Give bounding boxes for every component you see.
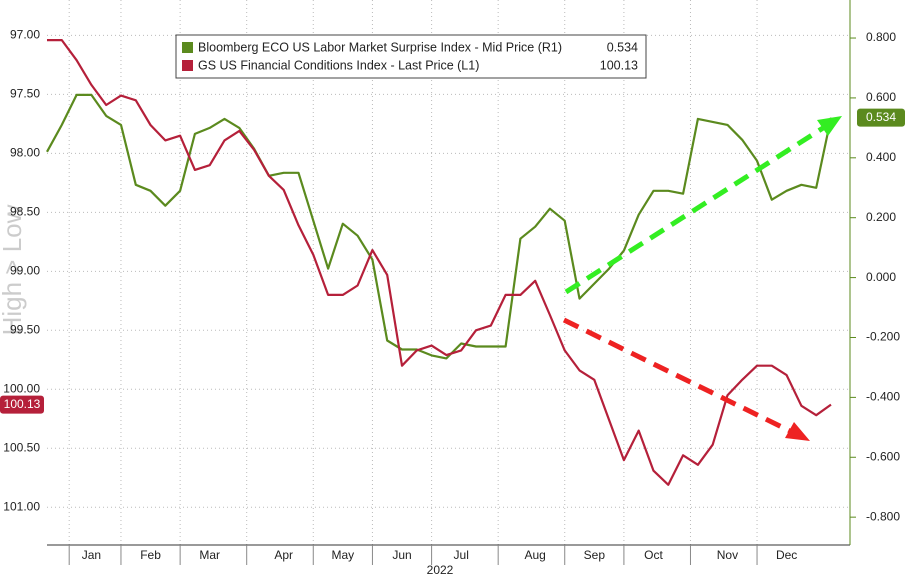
- y2-tick-label: 0.400: [866, 150, 896, 164]
- y-tick-label: 98.00: [10, 146, 40, 160]
- y-tick-label: 97.50: [10, 87, 40, 101]
- y2-tick-label: -0.200: [866, 330, 900, 344]
- y2-tick-label: 0.600: [866, 90, 896, 104]
- red-arrow: [562, 317, 792, 434]
- x-tick-label: Nov: [717, 548, 738, 562]
- y-tick-label: 100.00: [3, 381, 40, 395]
- red-arrowhead: [785, 422, 810, 441]
- y-tick-label: 99.00: [10, 263, 40, 277]
- y-tick-label: 98.50: [10, 205, 40, 219]
- x-tick-label: Jul: [454, 548, 469, 562]
- legend: Bloomberg ECO US Labor Market Surprise I…: [175, 34, 647, 79]
- trend-arrows: [562, 116, 842, 441]
- grid: [47, 0, 850, 545]
- y2-tick-label: 0.800: [866, 30, 896, 44]
- last-value-badge: [857, 108, 905, 127]
- x-tick-label: Feb: [140, 548, 161, 562]
- y2-tick-label: -0.600: [866, 449, 900, 463]
- x-tick-label: Mar: [199, 548, 220, 562]
- x-axis-label: 2022: [427, 563, 454, 577]
- lines: [46, 39, 833, 486]
- x-tick-label: Apr: [274, 548, 293, 562]
- y-tick-label: 99.50: [10, 322, 40, 336]
- y2-tick-label: 0.000: [866, 270, 896, 284]
- legend-box: [175, 34, 647, 79]
- x-tick-label: Aug: [524, 548, 545, 562]
- last-value-label: 0.534: [866, 110, 896, 124]
- x-tick-label: Sep: [584, 548, 606, 562]
- x-tick-label: Oct: [644, 548, 663, 562]
- legend-value: 0.534: [607, 40, 638, 54]
- series-line: [46, 93, 833, 360]
- x-tick-label: Jan: [82, 548, 101, 562]
- x-tick-label: Jun: [392, 548, 411, 562]
- last-value-label: 100.13: [4, 397, 41, 411]
- y-tick-label: 101.00: [3, 499, 40, 513]
- last-value-badge: [0, 395, 44, 414]
- y2-tick-label: -0.400: [866, 390, 900, 404]
- y2-tick-label: -0.800: [866, 509, 900, 523]
- legend-swatch: [182, 42, 193, 53]
- legend-value: 100.13: [600, 58, 638, 72]
- green-arrowhead: [817, 116, 842, 136]
- x-tick-label: May: [332, 548, 355, 562]
- green-arrow: [564, 125, 825, 295]
- legend-label: Bloomberg ECO US Labor Market Surprise I…: [198, 40, 562, 54]
- x-tick-label: Dec: [776, 548, 797, 562]
- legend-label: GS US Financial Conditions Index - Last …: [198, 58, 479, 72]
- y2-tick-label: 0.200: [866, 210, 896, 224]
- y-tick-label: 97.00: [10, 28, 40, 42]
- y-tick-label: 100.50: [3, 440, 40, 454]
- y-axis-label: High > Low: [0, 204, 27, 335]
- legend-swatch: [182, 60, 193, 71]
- series-line: [47, 39, 832, 486]
